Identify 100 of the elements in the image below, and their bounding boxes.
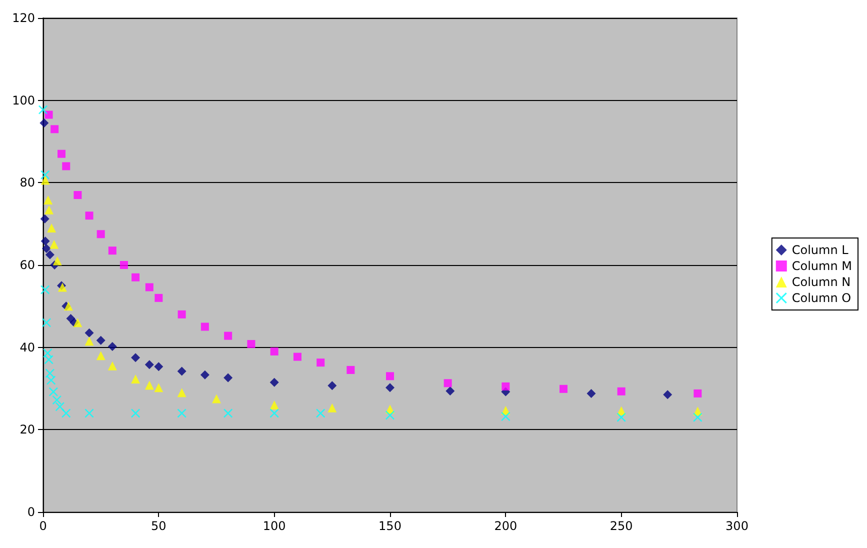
point <box>617 387 626 396</box>
point <box>108 246 116 255</box>
point <box>52 396 62 405</box>
point <box>45 368 54 378</box>
point <box>616 412 626 422</box>
y-tick-label: 120 <box>12 11 35 25</box>
point <box>178 310 186 318</box>
point <box>154 383 164 392</box>
point <box>131 408 140 418</box>
point <box>40 214 50 224</box>
point <box>44 355 54 364</box>
point <box>328 403 337 412</box>
point <box>316 358 325 367</box>
point <box>446 386 455 396</box>
point <box>177 388 186 398</box>
point <box>177 408 186 418</box>
point <box>50 240 59 249</box>
y-tick-label: 100 <box>12 93 35 108</box>
point <box>44 205 54 214</box>
point <box>42 244 51 254</box>
y-tick-label: 60 <box>20 258 35 272</box>
point <box>96 230 105 238</box>
point <box>154 362 164 372</box>
point <box>45 250 54 260</box>
point <box>96 336 106 345</box>
point <box>293 352 302 361</box>
point <box>131 374 140 384</box>
point <box>73 318 82 328</box>
point <box>328 381 337 390</box>
point <box>694 389 702 398</box>
x-tick-label: 150 <box>378 519 402 533</box>
point <box>48 387 58 396</box>
point <box>560 384 568 393</box>
point <box>212 394 221 404</box>
legend-label: Column L <box>792 243 849 257</box>
legend-label: Column M <box>792 259 852 273</box>
point <box>96 351 106 360</box>
point <box>58 150 66 158</box>
point <box>131 353 140 362</box>
point <box>47 223 56 232</box>
point <box>145 283 154 292</box>
point <box>62 408 71 418</box>
point <box>52 256 62 266</box>
point <box>44 195 53 204</box>
point <box>40 285 50 294</box>
point <box>38 105 48 114</box>
point <box>444 379 452 388</box>
x-tick-label: 200 <box>494 519 518 533</box>
x-tick-label: 300 <box>726 519 748 533</box>
point <box>42 318 51 328</box>
point <box>120 261 128 269</box>
point <box>586 388 596 398</box>
y-tick-label: 40 <box>20 340 35 354</box>
point <box>40 170 50 180</box>
point <box>270 400 279 410</box>
point <box>247 340 256 348</box>
point <box>40 176 50 185</box>
point <box>84 336 94 346</box>
point <box>270 347 278 356</box>
point <box>154 294 163 302</box>
x-tick-label: 0 <box>39 519 47 533</box>
point <box>46 376 56 385</box>
point <box>84 328 94 338</box>
point <box>224 373 233 382</box>
x-tick-label: 250 <box>610 519 633 533</box>
point <box>44 110 53 119</box>
point <box>346 366 355 374</box>
legend-label: Column N <box>792 275 851 289</box>
y-tick-label: 0 <box>27 505 35 519</box>
point <box>386 410 394 420</box>
point <box>200 322 209 331</box>
point <box>501 412 510 421</box>
point <box>270 378 279 387</box>
point <box>386 372 394 380</box>
point <box>132 273 140 282</box>
x-tick-label: 50 <box>151 519 166 533</box>
point <box>108 361 117 370</box>
point <box>502 382 510 390</box>
x-tick-label: 100 <box>262 519 286 533</box>
y-tick-label: 20 <box>20 422 35 437</box>
point <box>85 212 94 220</box>
point <box>108 342 117 352</box>
point <box>200 370 210 380</box>
point <box>43 348 52 358</box>
point <box>62 162 70 170</box>
legend-label: Column O <box>792 291 852 305</box>
point <box>663 390 672 400</box>
point <box>693 412 702 422</box>
point <box>386 383 394 392</box>
point <box>144 360 154 370</box>
point <box>40 236 50 246</box>
point <box>74 191 82 200</box>
point <box>224 408 233 418</box>
point <box>177 366 186 376</box>
point <box>144 380 154 390</box>
point <box>316 408 326 418</box>
point <box>40 118 49 128</box>
point <box>50 125 59 134</box>
y-tick-label: 80 <box>20 176 35 190</box>
point <box>270 408 279 418</box>
